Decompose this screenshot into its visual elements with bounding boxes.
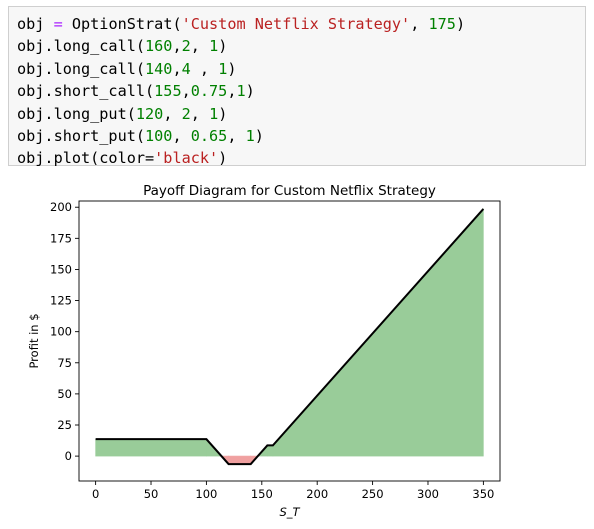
code-line[interactable]: obj.long_put(120, 2, 1) xyxy=(17,103,577,125)
payoff-chart: 0 50 100 150 200 250 300 350 0 25 50 75 100 125 150 175… xyxy=(27,183,501,519)
y-tick-label: 125 xyxy=(50,294,72,308)
code-token: 4 xyxy=(181,59,191,78)
y-tick-label: 50 xyxy=(57,387,72,401)
line-layer xyxy=(95,208,485,466)
code-token: obj xyxy=(17,15,54,33)
code-line[interactable]: obj.plot(color='black') xyxy=(17,147,577,169)
code-token: 100 xyxy=(145,126,173,145)
code-token: ) xyxy=(455,15,466,33)
code-token: 'black' xyxy=(154,149,219,168)
code-token: obj.short_put( xyxy=(17,126,146,145)
loss-area xyxy=(228,455,252,465)
code-token: , xyxy=(190,37,210,56)
code-token: 155 xyxy=(154,82,182,101)
code-token: 175 xyxy=(428,15,456,33)
code-token: , xyxy=(163,104,182,123)
code-token: ) xyxy=(245,82,255,101)
code-token: 1 xyxy=(209,37,219,56)
ticks-layer: 0 50 100 150 200 250 300 350 0 25 50 75 100 125 150 175… xyxy=(50,200,494,501)
x-tick-label: 150 xyxy=(251,487,273,501)
x-tick-label: 200 xyxy=(306,487,328,501)
code-token: , xyxy=(410,15,429,33)
x-axis-label: S_T xyxy=(279,505,300,519)
code-token: 2 xyxy=(181,104,191,123)
code-token: ) xyxy=(218,37,228,56)
x-tick-label: 350 xyxy=(472,487,494,501)
profit-area xyxy=(95,438,207,457)
code-token: 2 xyxy=(181,37,191,56)
code-token: 0.75 xyxy=(190,82,228,101)
code-token: 120 xyxy=(135,104,164,123)
code-editor[interactable]: obj = OptionStrat('Custom Netflix Strate… xyxy=(17,13,577,170)
code-cell[interactable]: obj = OptionStrat('Custom Netflix Strate… xyxy=(8,6,586,167)
code-token: = xyxy=(53,15,63,33)
code-token: , xyxy=(190,104,210,123)
x-tick-label: 0 xyxy=(92,487,99,501)
code-token: ) xyxy=(218,104,228,123)
y-axis-label: Profit in $ xyxy=(27,313,41,368)
code-token: , xyxy=(227,126,246,145)
code-token: , xyxy=(172,59,182,78)
code-token: ) xyxy=(218,149,228,168)
y-tick-label: 200 xyxy=(50,200,72,214)
code-token: obj.long_call( xyxy=(17,37,146,56)
plot-output: 0 50 100 150 200 250 300 350 0 25 50 75 100 125 150 175… xyxy=(0,170,594,529)
code-line[interactable]: obj = OptionStrat('Custom Netflix Strate… xyxy=(17,13,577,35)
x-tick-label: 100 xyxy=(195,487,217,501)
code-token: obj.long_call( xyxy=(17,59,146,78)
code-token: obj.plot(color= xyxy=(17,149,155,168)
code-token: , xyxy=(227,82,237,101)
code-token: , xyxy=(190,59,219,78)
chart-title: Payoff Diagram for Custom Netflix Strate… xyxy=(143,183,436,199)
y-tick-label: 100 xyxy=(50,325,72,339)
y-tick-label: 25 xyxy=(57,418,72,432)
code-token: 0.65 xyxy=(190,126,228,145)
code-token: 'Custom Netflix Strategy' xyxy=(181,15,411,33)
x-tick-label: 50 xyxy=(144,487,159,501)
x-tick-label: 300 xyxy=(417,487,439,501)
plot-frame xyxy=(78,200,501,482)
code-token: , xyxy=(181,82,191,101)
y-tick-label: 0 xyxy=(65,449,72,463)
code-token: obj.short_call( xyxy=(17,82,155,101)
code-token: obj.long_put( xyxy=(17,104,136,123)
y-tick-label: 150 xyxy=(50,262,72,276)
profit-area xyxy=(272,208,484,457)
y-tick-label: 175 xyxy=(50,231,72,245)
code-token: , xyxy=(172,126,191,145)
code-line[interactable]: obj.long_call(140,4 , 1) xyxy=(17,58,577,80)
axes-layer xyxy=(78,200,501,482)
code-token: 160 xyxy=(145,37,173,56)
code-token: OptionStrat( xyxy=(62,15,182,33)
code-token: , xyxy=(172,37,182,56)
code-token: 1 xyxy=(236,82,246,101)
code-token: 1 xyxy=(245,126,255,145)
code-token: ) xyxy=(227,59,237,78)
code-line[interactable]: obj.short_put(100, 0.65, 1) xyxy=(17,125,577,147)
code-token: ) xyxy=(254,126,264,145)
code-line[interactable]: obj.short_call(155,0.75,1) xyxy=(17,80,577,102)
code-token: 140 xyxy=(145,59,173,78)
code-token: 1 xyxy=(218,59,228,78)
code-token: 1 xyxy=(209,104,219,123)
profit-area xyxy=(267,445,274,457)
y-tick-label: 75 xyxy=(57,356,72,370)
code-line[interactable]: obj.long_call(160,2, 1) xyxy=(17,35,577,57)
x-tick-label: 250 xyxy=(362,487,384,501)
